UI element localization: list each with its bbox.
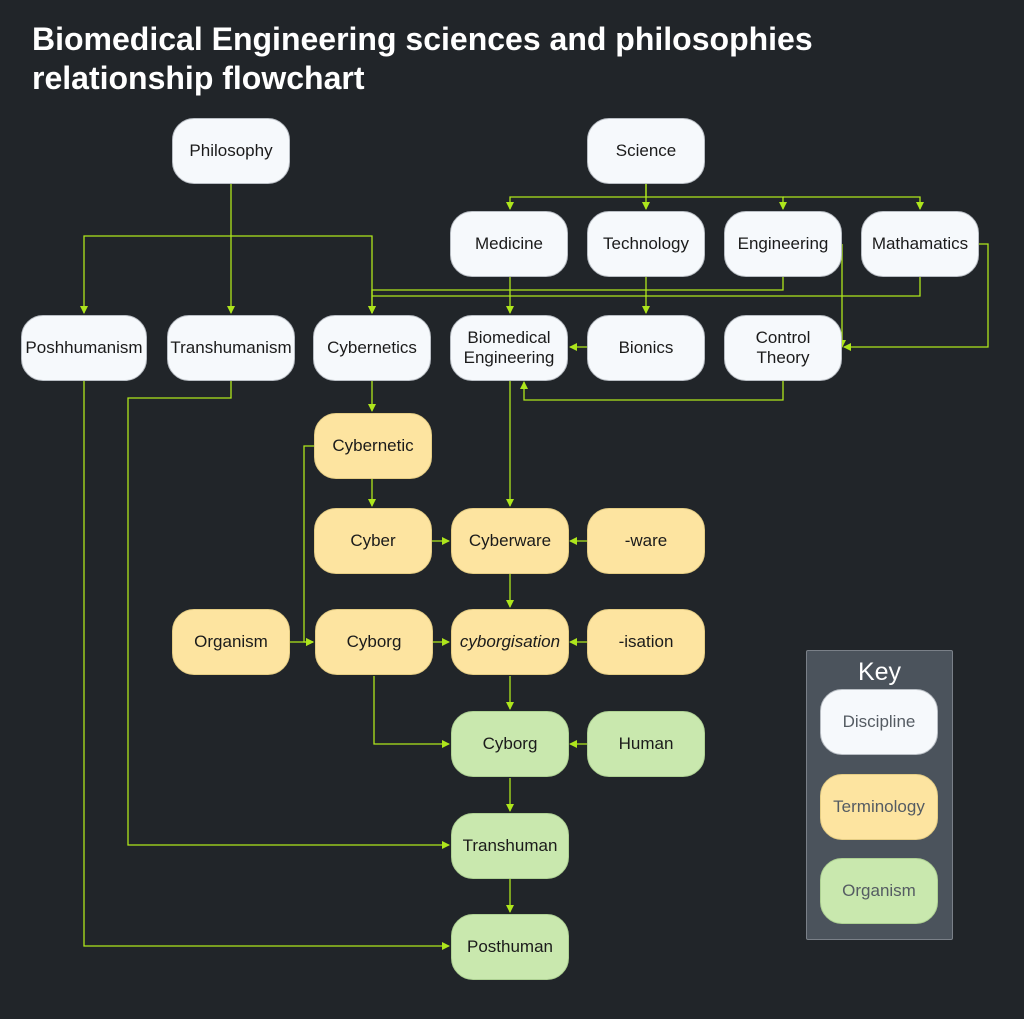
node-transhumanism: Transhumanism [167, 315, 295, 381]
node-biomedical-engineering: Biomedical Engineering [450, 315, 568, 381]
edge-transhumanism-transhuman [127, 380, 450, 849]
edge-engineering-cybernetics [368, 276, 784, 314]
edge-cyborgterm-cyborgorg [373, 676, 450, 748]
legend-discipline: Discipline [820, 689, 938, 755]
node-medicine: Medicine [450, 211, 568, 277]
legend-terminology: Terminology [820, 774, 938, 840]
page-title: Biomedical Engineering sciences and phil… [32, 21, 813, 96]
node-posthuman: Posthuman [451, 914, 569, 980]
edge-poshhumanism-posthuman [83, 380, 450, 950]
node-isation: -isation [587, 609, 705, 675]
node-philosophy: Philosophy [172, 118, 290, 184]
node-mathematics: Mathamatics [861, 211, 979, 277]
edge-philosophy-poshhumanism [80, 235, 231, 314]
node-human: Human [587, 711, 705, 777]
legend-organism: Organism [820, 858, 938, 924]
node-transhuman: Transhuman [451, 813, 569, 879]
node-cyberware: Cyberware [451, 508, 569, 574]
node-poshhumanism: Poshhumanism [21, 315, 147, 381]
node-technology: Technology [587, 211, 705, 277]
node-cybernetic: Cybernetic [314, 413, 432, 479]
edge-mathematics-control [843, 243, 989, 351]
edge-science-medicine [506, 183, 647, 210]
node-cyborg-term: Cyborg [315, 609, 433, 675]
legend-key: Key Discipline Terminology Organism [806, 650, 953, 940]
node-bionics: Bionics [587, 315, 705, 381]
node-cybernetics: Cybernetics [313, 315, 431, 381]
node-cyber: Cyber [314, 508, 432, 574]
edge-mathematics-cybernetics [372, 276, 921, 297]
edge-cybernetic-cyborg [303, 445, 314, 646]
node-science: Science [587, 118, 705, 184]
edge-science-engineering [646, 196, 787, 210]
node-cyborg-organism: Cyborg [451, 711, 569, 777]
edge-control-biomedical [520, 380, 784, 401]
edge-science-mathematics [783, 196, 924, 210]
edge-philosophy-cybernetics [231, 235, 376, 314]
node-organism-term: Organism [172, 609, 290, 675]
node-cyborgisation: cyborgisation [451, 609, 569, 675]
node-control-theory: Control Theory [724, 315, 842, 381]
legend-title: Key [857, 658, 902, 686]
node-engineering: Engineering [724, 211, 842, 277]
node-ware: -ware [587, 508, 705, 574]
